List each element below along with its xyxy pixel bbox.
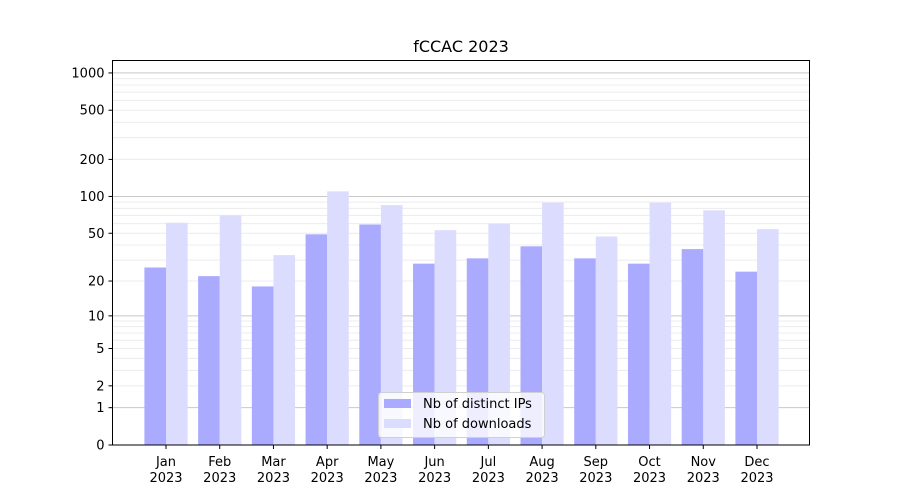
x-tick-label: Apr 2023 bbox=[311, 455, 344, 486]
y-axis: 0 1 2 5 10 20 50 100 200 500 1000 bbox=[71, 66, 113, 454]
bars bbox=[144, 191, 779, 445]
bar-distinct-ips bbox=[251, 286, 274, 445]
y-tick-label: 10 bbox=[88, 309, 105, 324]
x-tick-label-line: Mar bbox=[261, 455, 286, 470]
legend-swatch bbox=[384, 399, 411, 408]
y-tick-label: 1 bbox=[96, 401, 104, 416]
x-tick-label-line: 2023 bbox=[257, 471, 290, 486]
x-tick-label-line: 2023 bbox=[418, 471, 451, 486]
bar-distinct-ips bbox=[144, 267, 166, 445]
bar-downloads bbox=[595, 236, 618, 445]
x-tick-label: Dec 2023 bbox=[740, 455, 773, 486]
legend-label: Nb of downloads bbox=[423, 417, 532, 432]
x-tick-label: Jun 2023 bbox=[418, 455, 451, 486]
x-tick-label-line: Feb bbox=[208, 455, 231, 470]
x-tick-label-line: Oct bbox=[638, 455, 660, 470]
x-tick-label-line: Jun bbox=[423, 455, 444, 470]
x-tick-label-line: Sep bbox=[584, 455, 609, 470]
legend-label: Nb of distinct IPs bbox=[423, 397, 532, 412]
x-tick-label: Feb 2023 bbox=[203, 455, 236, 486]
x-tick-label-line: 2023 bbox=[364, 471, 397, 486]
plot-frame bbox=[112, 60, 810, 446]
y-tick-label: 2 bbox=[96, 379, 104, 394]
legend-swatch bbox=[384, 419, 411, 428]
bar-distinct-ips bbox=[681, 249, 704, 445]
bar-downloads bbox=[273, 255, 296, 445]
x-tick-label: Aug 2023 bbox=[526, 455, 559, 486]
x-tick-label-line: 2023 bbox=[472, 471, 505, 486]
legend-box bbox=[378, 392, 545, 438]
x-tick-label: Nov 2023 bbox=[687, 455, 720, 486]
bar-downloads bbox=[542, 202, 564, 445]
x-tick-label: Jan 2023 bbox=[149, 455, 182, 486]
x-tick-label-line: 2023 bbox=[633, 471, 666, 486]
x-tick-label-line: Apr bbox=[316, 455, 339, 470]
x-tick-label: Mar 2023 bbox=[257, 455, 290, 486]
x-tick-label-line: Nov bbox=[691, 455, 717, 470]
y-tick-label: 100 bbox=[80, 190, 105, 205]
x-tick-label-line: 2023 bbox=[687, 471, 720, 486]
x-tick-label: Sep 2023 bbox=[579, 455, 612, 486]
x-tick-label: May 2023 bbox=[364, 455, 397, 486]
bar-downloads bbox=[649, 202, 672, 445]
y-tick-label: 200 bbox=[80, 153, 105, 168]
x-tick-label-line: May bbox=[367, 455, 394, 470]
x-tick-label-line: Jul bbox=[480, 455, 497, 470]
bar-downloads bbox=[327, 191, 349, 445]
bar-downloads bbox=[166, 222, 188, 445]
bar-distinct-ips bbox=[198, 276, 220, 445]
x-tick-label-line: Jan bbox=[155, 455, 176, 470]
legend: Nb of distinct IPs Nb of downloads bbox=[378, 392, 545, 438]
x-tick-label-line: Aug bbox=[529, 455, 554, 470]
bar-downloads bbox=[219, 215, 242, 445]
y-tick-label: 1000 bbox=[71, 66, 104, 81]
x-tick-label-line: 2023 bbox=[203, 471, 236, 486]
x-tick-label: Oct 2023 bbox=[633, 455, 666, 486]
bar-distinct-ips bbox=[574, 258, 596, 445]
y-tick-label: 0 bbox=[96, 439, 104, 454]
x-tick-label-line: 2023 bbox=[149, 471, 182, 486]
y-tick-label: 20 bbox=[88, 275, 105, 290]
x-tick-label: Jul 2023 bbox=[472, 455, 505, 486]
bar-downloads bbox=[703, 210, 725, 445]
y-tick-label: 50 bbox=[88, 227, 105, 242]
x-tick-label-line: 2023 bbox=[526, 471, 559, 486]
y-tick-label: 500 bbox=[80, 104, 105, 119]
bar-downloads bbox=[488, 223, 510, 445]
bar-downloads bbox=[434, 230, 457, 445]
bar-distinct-ips bbox=[627, 263, 650, 445]
x-tick-label-line: Dec bbox=[744, 455, 769, 470]
bar-distinct-ips bbox=[359, 224, 381, 445]
bar-downloads bbox=[380, 205, 403, 445]
bar-downloads bbox=[757, 229, 779, 445]
x-tick-label-line: 2023 bbox=[579, 471, 612, 486]
x-tick-label-line: 2023 bbox=[311, 471, 344, 486]
y-tick-label: 5 bbox=[96, 342, 104, 357]
chart-title: fCCAC 2023 bbox=[413, 37, 509, 56]
x-tick-label-line: 2023 bbox=[740, 471, 773, 486]
bar-distinct-ips bbox=[735, 271, 757, 445]
bar-distinct-ips bbox=[305, 234, 328, 445]
